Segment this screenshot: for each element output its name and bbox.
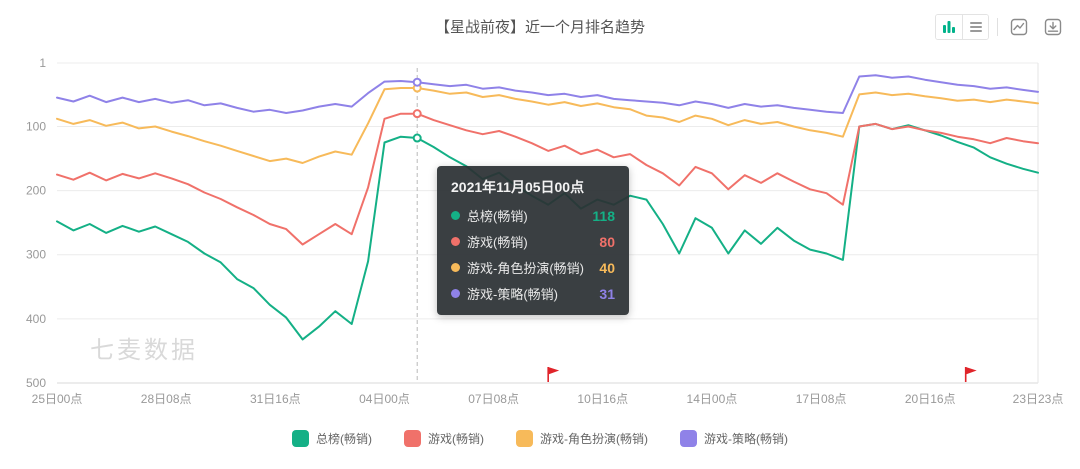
tooltip-series-label: 总榜(畅销)	[467, 209, 528, 224]
download-icon[interactable]	[1040, 15, 1066, 39]
legend-swatch-icon	[292, 430, 309, 447]
y-axis-tick-label: 1	[39, 56, 46, 70]
legend-item-total[interactable]: 总榜(畅销)	[292, 430, 372, 447]
series-dot-icon	[451, 211, 460, 220]
tooltip-row-rpg: 游戏-角色扮演(畅销) 40	[451, 258, 615, 277]
tooltip-series-label: 游戏-角色扮演(畅销)	[467, 261, 584, 276]
tooltip-series-label: 游戏(畅销)	[467, 235, 528, 250]
qimai-watermark: 七麦数据	[90, 337, 198, 364]
series-line-3[interactable]	[56, 74, 1039, 114]
x-axis-tick-label: 20日16点	[905, 392, 956, 406]
flag-marker-icon[interactable]	[965, 367, 977, 375]
line-chart-view-icon[interactable]	[936, 15, 962, 39]
y-axis-tick-label: 500	[26, 376, 46, 390]
tooltip-row-strategy: 游戏-策略(畅销) 31	[451, 284, 615, 303]
export-image-icon[interactable]	[1006, 15, 1032, 39]
cursor-point-marker	[412, 109, 422, 119]
x-axis-tick-label: 07日08点	[468, 392, 519, 406]
legend-item-strategy[interactable]: 游戏-策略(畅销)	[680, 430, 788, 447]
cursor-point-marker	[412, 77, 422, 87]
legend-item-games[interactable]: 游戏(畅销)	[404, 430, 484, 447]
legend-item-rpg[interactable]: 游戏-角色扮演(畅销)	[516, 430, 648, 447]
tooltip-series-value: 31	[599, 285, 615, 302]
series-dot-icon	[451, 263, 460, 272]
tooltip-row-total: 总榜(畅销) 118	[451, 206, 615, 225]
legend-swatch-icon	[680, 430, 697, 447]
x-axis-tick-label: 23日23点	[1013, 392, 1064, 406]
x-axis-tick-label: 14日00点	[687, 392, 738, 406]
x-axis-tick-label: 31日16点	[250, 392, 301, 406]
legend-label: 游戏-角色扮演(畅销)	[540, 432, 648, 446]
y-axis-tick-label: 100	[26, 119, 46, 133]
flag-marker-icon[interactable]	[548, 367, 560, 375]
tooltip-series-value: 80	[599, 233, 615, 250]
series-dot-icon	[451, 289, 460, 298]
legend: 总榜(畅销) 游戏(畅销) 游戏-角色扮演(畅销) 游戏-策略(畅销)	[0, 430, 1080, 447]
x-axis-tick-label: 04日00点	[359, 392, 410, 406]
hover-tooltip: 2021年11月05日00点 总榜(畅销) 118 游戏(畅销) 80 游戏-角…	[437, 166, 629, 315]
tooltip-row-games: 游戏(畅销) 80	[451, 232, 615, 251]
tooltip-series-label: 游戏-策略(畅销)	[467, 287, 558, 302]
toolbar-divider	[997, 18, 998, 36]
tooltip-series-value: 40	[599, 259, 615, 276]
tooltip-date: 2021年11月05日00点	[451, 179, 585, 195]
x-axis-tick-label: 17日08点	[796, 392, 847, 406]
chart-header: 【星战前夜】近一个月排名趋势	[0, 0, 1080, 48]
legend-swatch-icon	[404, 430, 421, 447]
y-axis-tick-label: 300	[26, 248, 46, 262]
legend-label: 总榜(畅销)	[316, 432, 372, 446]
series-line-2[interactable]	[56, 87, 1039, 164]
cursor-point-marker	[412, 133, 422, 143]
view-toggle-group	[935, 14, 989, 40]
chart-toolbar	[935, 14, 1066, 40]
list-view-icon[interactable]	[962, 15, 988, 39]
series-line-1[interactable]	[56, 112, 1039, 246]
x-axis-tick-label: 28日08点	[141, 392, 192, 406]
y-axis-tick-label: 200	[26, 184, 46, 198]
legend-label: 游戏(畅销)	[428, 432, 484, 446]
tooltip-series-value: 118	[592, 207, 615, 224]
x-axis-tick-label: 10日16点	[577, 392, 628, 406]
series-dot-icon	[451, 237, 460, 246]
legend-label: 游戏-策略(畅销)	[704, 432, 788, 446]
y-axis-tick-label: 400	[26, 312, 46, 326]
legend-swatch-icon	[516, 430, 533, 447]
x-axis-tick-label: 25日00点	[32, 392, 83, 406]
chart-title: 【星战前夜】近一个月排名趋势	[434, 19, 645, 36]
